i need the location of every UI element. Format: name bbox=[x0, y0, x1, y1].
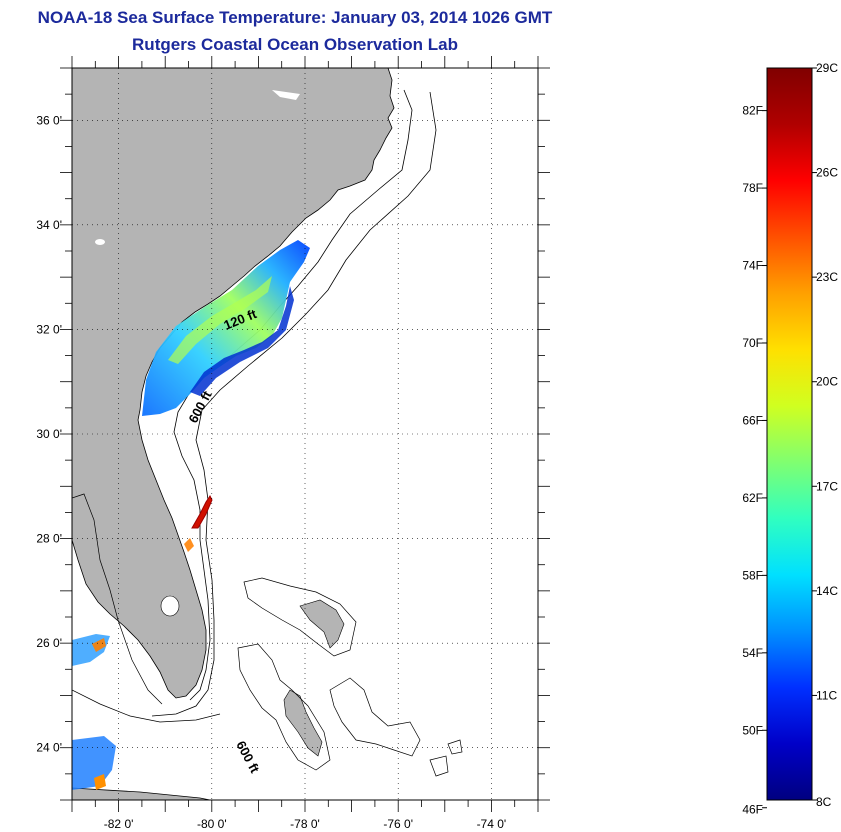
lon-tick-label: -74 0' bbox=[477, 817, 507, 831]
lat-tick-label: 32 0' bbox=[36, 322, 62, 336]
fahrenheit-label: 62F bbox=[742, 491, 763, 505]
graticule bbox=[72, 68, 538, 800]
fahrenheit-label: 66F bbox=[742, 413, 763, 427]
lake-icon bbox=[95, 239, 105, 245]
contour-keys bbox=[72, 689, 221, 723]
map-subtitle: Rutgers Coastal Ocean Observation Lab bbox=[132, 35, 458, 54]
sst-swath-keys bbox=[72, 736, 116, 790]
sst-colorbar bbox=[766, 67, 813, 801]
lat-tick-label: 24 0' bbox=[36, 741, 62, 755]
tick-labels: -82 0' -80 0' -78 0' -76 0' -74 0' 24 0' 26 0'… bbox=[36, 113, 506, 831]
fahrenheit-label: 58F bbox=[742, 568, 763, 582]
land-mainland bbox=[72, 68, 395, 699]
fahrenheit-label: 78F bbox=[742, 181, 763, 195]
sst-swath-green bbox=[168, 276, 272, 364]
contour-600ft bbox=[151, 91, 437, 717]
sst-warm-spot bbox=[184, 538, 194, 552]
lon-tick-label: -80 0' bbox=[197, 817, 227, 831]
fahrenheit-label: 54F bbox=[742, 646, 763, 660]
lat-tick-label: 28 0' bbox=[36, 532, 62, 546]
celsius-label: 17C bbox=[816, 479, 838, 493]
bank-contour bbox=[429, 755, 449, 777]
celsius-label: 20C bbox=[816, 375, 838, 389]
sst-gulf-stream bbox=[191, 495, 213, 529]
lat-tick-label: 36 0' bbox=[36, 113, 62, 127]
lon-tick-label: -76 0' bbox=[383, 817, 413, 831]
land-cuba bbox=[72, 787, 213, 800]
bank-contour bbox=[447, 739, 463, 755]
land-bahamas-north bbox=[299, 599, 345, 649]
celsius-label: 14C bbox=[816, 584, 838, 598]
fahrenheit-label: 82F bbox=[742, 104, 763, 118]
celsius-label: 11C bbox=[816, 688, 837, 702]
map-title: NOAA-18 Sea Surface Temperature: January… bbox=[37, 8, 553, 27]
lake-okeechobee bbox=[160, 595, 180, 617]
lat-tick-label: 34 0' bbox=[36, 218, 62, 232]
lon-tick-label: -82 0' bbox=[104, 817, 134, 831]
lat-tick-label: 30 0' bbox=[36, 427, 62, 441]
tick-marks bbox=[60, 56, 550, 812]
fahrenheit-label: 50F bbox=[742, 723, 763, 737]
sound-water bbox=[272, 90, 300, 100]
fahrenheit-label: 70F bbox=[742, 336, 763, 350]
celsius-label: 29C bbox=[816, 61, 838, 75]
sst-swath-keys-warm bbox=[94, 774, 106, 790]
sst-swath-fringe bbox=[190, 286, 294, 396]
contour-shelf-west bbox=[72, 493, 163, 705]
colorbar-labels: 29C 26C 23C 20C 17C 14C 11C 8C 82F 78F 74F 70F 66F 62… bbox=[742, 61, 838, 817]
lat-tick-label: 26 0' bbox=[36, 636, 62, 650]
bank-contour bbox=[329, 677, 421, 757]
fahrenheit-label: 74F bbox=[742, 259, 763, 273]
lon-tick-label: -78 0' bbox=[290, 817, 320, 831]
fahrenheit-label: 46F bbox=[742, 803, 763, 817]
bank-contour bbox=[237, 643, 331, 771]
colorbar-ticks bbox=[762, 67, 817, 809]
celsius-label: 8C bbox=[816, 795, 832, 809]
bank-contour bbox=[243, 577, 357, 657]
celsius-label: 23C bbox=[816, 270, 838, 284]
celsius-label: 26C bbox=[816, 166, 838, 180]
land-bahamas-andros bbox=[283, 689, 323, 757]
sst-swath-sw-warm bbox=[92, 638, 106, 652]
